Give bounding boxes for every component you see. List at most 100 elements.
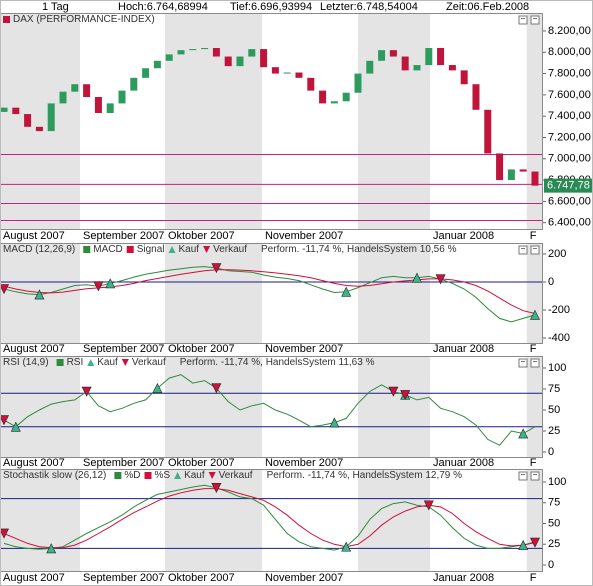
- signal-marker: [388, 386, 399, 397]
- series-line: [3, 488, 536, 549]
- y-tick-label: 50: [548, 517, 560, 529]
- candle: [519, 169, 527, 172]
- candle: [59, 91, 67, 104]
- x-tick-label: F: [530, 572, 537, 584]
- y-tick-label: 0: [548, 276, 554, 288]
- candle: [201, 48, 209, 50]
- y-tick-label: 25: [548, 425, 560, 437]
- title-swatch: [3, 16, 10, 23]
- last-price-box: [544, 178, 592, 193]
- x-tick-label: November 2007: [265, 230, 343, 242]
- y-tick-label: 100: [548, 476, 566, 488]
- y-tick-label: 7.200,00: [548, 131, 591, 143]
- window-button: [530, 245, 540, 255]
- month-band: [526, 469, 543, 571]
- candle: [224, 56, 232, 67]
- candle: [35, 126, 43, 132]
- candle: [142, 68, 150, 78]
- y-tick-label: 7.000,00: [548, 153, 591, 165]
- month-band: [526, 13, 543, 229]
- performance: Perform. -11,74 %, HandelsSystem 10,56 %: [261, 244, 457, 255]
- last: Letzter:6.748,54004: [320, 1, 418, 13]
- signal-marker: [529, 537, 540, 548]
- window-button: [518, 471, 528, 481]
- candle: [12, 107, 20, 115]
- x-tick-label: Oktober 2007: [168, 457, 235, 469]
- panel: August 2007 September 2007 Oktober 2007 Nov…: [0, 243, 570, 355]
- x-tick-label: August 2007: [3, 343, 65, 355]
- month-band: [0, 469, 80, 571]
- signal-marker: [105, 278, 116, 289]
- legend-marker: [208, 472, 216, 479]
- candle: [83, 84, 91, 98]
- x-tick-label: November 2007: [265, 572, 343, 584]
- window-button: [530, 15, 540, 25]
- candle: [342, 92, 350, 102]
- candle: [295, 72, 303, 78]
- x-tick-label: Oktober 2007: [168, 230, 235, 242]
- candle: [401, 56, 409, 71]
- legend-marker: [87, 359, 95, 366]
- x-tick-label: November 2007: [265, 457, 343, 469]
- candle: [366, 60, 374, 74]
- plot-background: [0, 469, 543, 571]
- candle: [212, 48, 220, 57]
- y-tick-label: 7.400,00: [548, 110, 591, 122]
- panel: August 2007 September 2007 Oktober 2007 Nov…: [0, 356, 566, 469]
- x-tick-label: August 2007: [3, 230, 65, 242]
- panel-title: RSI (14,9): [3, 357, 49, 368]
- x-tick-label: September 2007: [83, 457, 164, 469]
- x-tick-label: August 2007: [3, 572, 65, 584]
- y-tick-label: 6.600,00: [548, 195, 591, 207]
- candle: [71, 84, 79, 92]
- legend-label: Verkauf: [219, 470, 253, 481]
- signal-marker: [0, 284, 9, 295]
- signal-marker: [400, 390, 411, 401]
- legend-swatch: [114, 472, 122, 479]
- month-band: [164, 356, 262, 457]
- candle: [189, 49, 197, 51]
- signal-marker: [329, 417, 340, 428]
- signal-marker: [0, 528, 9, 539]
- window-button: [518, 245, 528, 255]
- legend-swatch: [83, 246, 91, 253]
- candle: [496, 153, 504, 181]
- legend-marker: [203, 246, 211, 253]
- panel: August 2007 September 2007 Oktober 2007 Nov…: [0, 13, 592, 242]
- plot-background: [0, 13, 543, 229]
- legend-label: Verkauf: [213, 244, 247, 255]
- y-tick-label: -200: [548, 304, 570, 316]
- panel: August 2007 September 2007 Oktober 2007 Nov…: [0, 469, 566, 584]
- legend-label: RSI: [67, 357, 84, 368]
- y-tick-label: 200: [548, 248, 566, 260]
- candle: [94, 97, 102, 113]
- signal-marker: [211, 263, 222, 274]
- month-band: [0, 13, 80, 229]
- series-line: [3, 266, 536, 323]
- signal-marker: [10, 421, 21, 432]
- candle: [248, 49, 256, 57]
- legend-marker: [121, 359, 129, 366]
- candle: [24, 114, 32, 127]
- legend-label: %S: [155, 470, 171, 481]
- y-tick-label: 75: [548, 497, 560, 509]
- month-band: [0, 356, 80, 457]
- candle: [389, 50, 397, 57]
- candle: [106, 103, 114, 113]
- y-tick-label: 100: [548, 362, 566, 374]
- time: Zeit:06.Feb.2008: [446, 1, 529, 13]
- y-tick-label: -400: [548, 332, 570, 344]
- signal-marker: [518, 428, 529, 439]
- candle: [153, 60, 161, 69]
- candle: [484, 109, 492, 154]
- signal-marker: [46, 543, 57, 554]
- panel-title: MACD (12,26,9): [3, 244, 75, 255]
- legend-swatch: [56, 359, 64, 366]
- interval: 1 Tag: [42, 1, 69, 13]
- candle: [319, 90, 327, 104]
- high: Hoch:6.764,68994: [118, 1, 208, 13]
- candle: [165, 54, 173, 61]
- month-band: [357, 243, 430, 343]
- window-button: [530, 358, 540, 368]
